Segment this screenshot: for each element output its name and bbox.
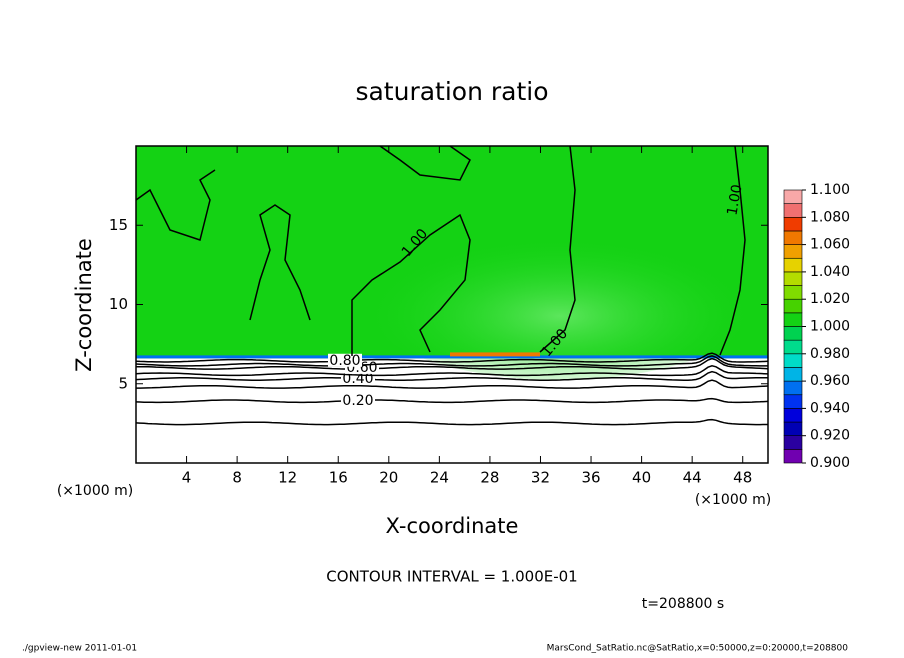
colorbar-box: [783, 244, 803, 259]
colorbar-label: 1.020: [810, 291, 850, 307]
colorbar-box: [783, 189, 803, 204]
contour-label: 1.00: [724, 183, 745, 216]
x-tick-label: 36: [581, 469, 600, 487]
x-tick-label: 16: [329, 469, 348, 487]
x-axis-label: X-coordinate: [386, 514, 519, 538]
colorbar-label: 1.060: [810, 237, 850, 253]
colorbar-label: 1.080: [810, 209, 850, 225]
contour-line: [351, 213, 471, 356]
contour-label-bg: [328, 353, 362, 367]
colorbar-box: [783, 312, 803, 327]
contour-label: 0.20: [342, 393, 373, 409]
contour-line: [135, 169, 216, 241]
contour-line: [135, 397, 769, 404]
colorbar-box: [783, 271, 803, 286]
contour-line: [719, 145, 746, 356]
colorbar-box: [783, 421, 803, 436]
plot-area: 0.200.400.600.801.001.001.00: [135, 145, 769, 464]
y-tick-label: 10: [109, 295, 128, 313]
colorbar-box: [783, 339, 803, 355]
colorbar-box: [783, 367, 803, 382]
y-axis-label: Z-coordinate: [72, 238, 96, 372]
footer-left: ./gpview-new 2011-01-01: [22, 644, 137, 654]
colorbar-box: [783, 217, 803, 232]
contour-label: 0.80: [329, 353, 360, 369]
contour-line: [135, 352, 769, 363]
x-tick-label: 28: [480, 469, 499, 487]
colorbar-label: 0.960: [810, 373, 850, 389]
footer-right: MarsCond_SatRatio.nc@SatRatio,x=0:50000,…: [547, 644, 849, 654]
contour-line: [135, 365, 769, 377]
colorbar-label: 1.100: [810, 182, 850, 198]
colorbar-box: [783, 353, 803, 368]
y-tick-label: 5: [118, 374, 128, 392]
contour-line: [249, 204, 311, 321]
contour-line: [379, 145, 471, 181]
colorbar-box: [783, 394, 803, 409]
x-tick-label: 32: [531, 469, 550, 487]
x-tick-label: 40: [632, 469, 651, 487]
colorbar-box: [783, 285, 803, 300]
contour-line: [136, 379, 769, 389]
contour-line: [135, 370, 768, 381]
y-tick-label: 15: [109, 216, 128, 234]
colorbar-box: [783, 230, 803, 245]
field-blob: [360, 220, 760, 380]
colorbar-label: 0.920: [810, 428, 850, 444]
colorbar-box: [783, 257, 803, 273]
colorbar-box: [783, 380, 803, 396]
x-unit: (×1000 m): [695, 492, 771, 508]
contour-line: [136, 357, 769, 370]
colorbar-box: [783, 449, 803, 464]
colorbar-label: 1.000: [810, 319, 850, 335]
colorbar-box: [783, 203, 803, 218]
colorbar-box: [783, 326, 803, 341]
colorbar-label: 1.040: [810, 264, 850, 280]
contour-label-bg: [341, 394, 375, 408]
x-tick-label: 24: [430, 469, 449, 487]
x-tick-label: 44: [683, 469, 702, 487]
x-tick-label: 4: [182, 469, 192, 487]
chart-title: saturation ratio: [355, 77, 548, 106]
x-tick-label: 20: [379, 469, 398, 487]
colorbar-box: [783, 408, 803, 423]
colorbar-label: 0.900: [810, 455, 850, 471]
x-tick-label: 12: [278, 469, 297, 487]
y-unit: (×1000 m): [57, 483, 133, 499]
field-edge: [136, 355, 768, 359]
x-tick-label: 48: [733, 469, 752, 487]
contour-line: [539, 145, 576, 353]
time-label: t=208800 s: [642, 596, 724, 612]
contour-line: [135, 418, 768, 426]
colorbar-box: [783, 298, 803, 314]
colorbar-label: 0.980: [810, 346, 850, 362]
field-warm: [450, 352, 540, 357]
contour-line: [135, 355, 768, 367]
colorbar-box: [783, 435, 803, 450]
colorbar-label: 0.940: [810, 400, 850, 416]
contour-interval: CONTOUR INTERVAL = 1.000E-01: [326, 568, 577, 586]
x-tick-label: 8: [232, 469, 242, 487]
